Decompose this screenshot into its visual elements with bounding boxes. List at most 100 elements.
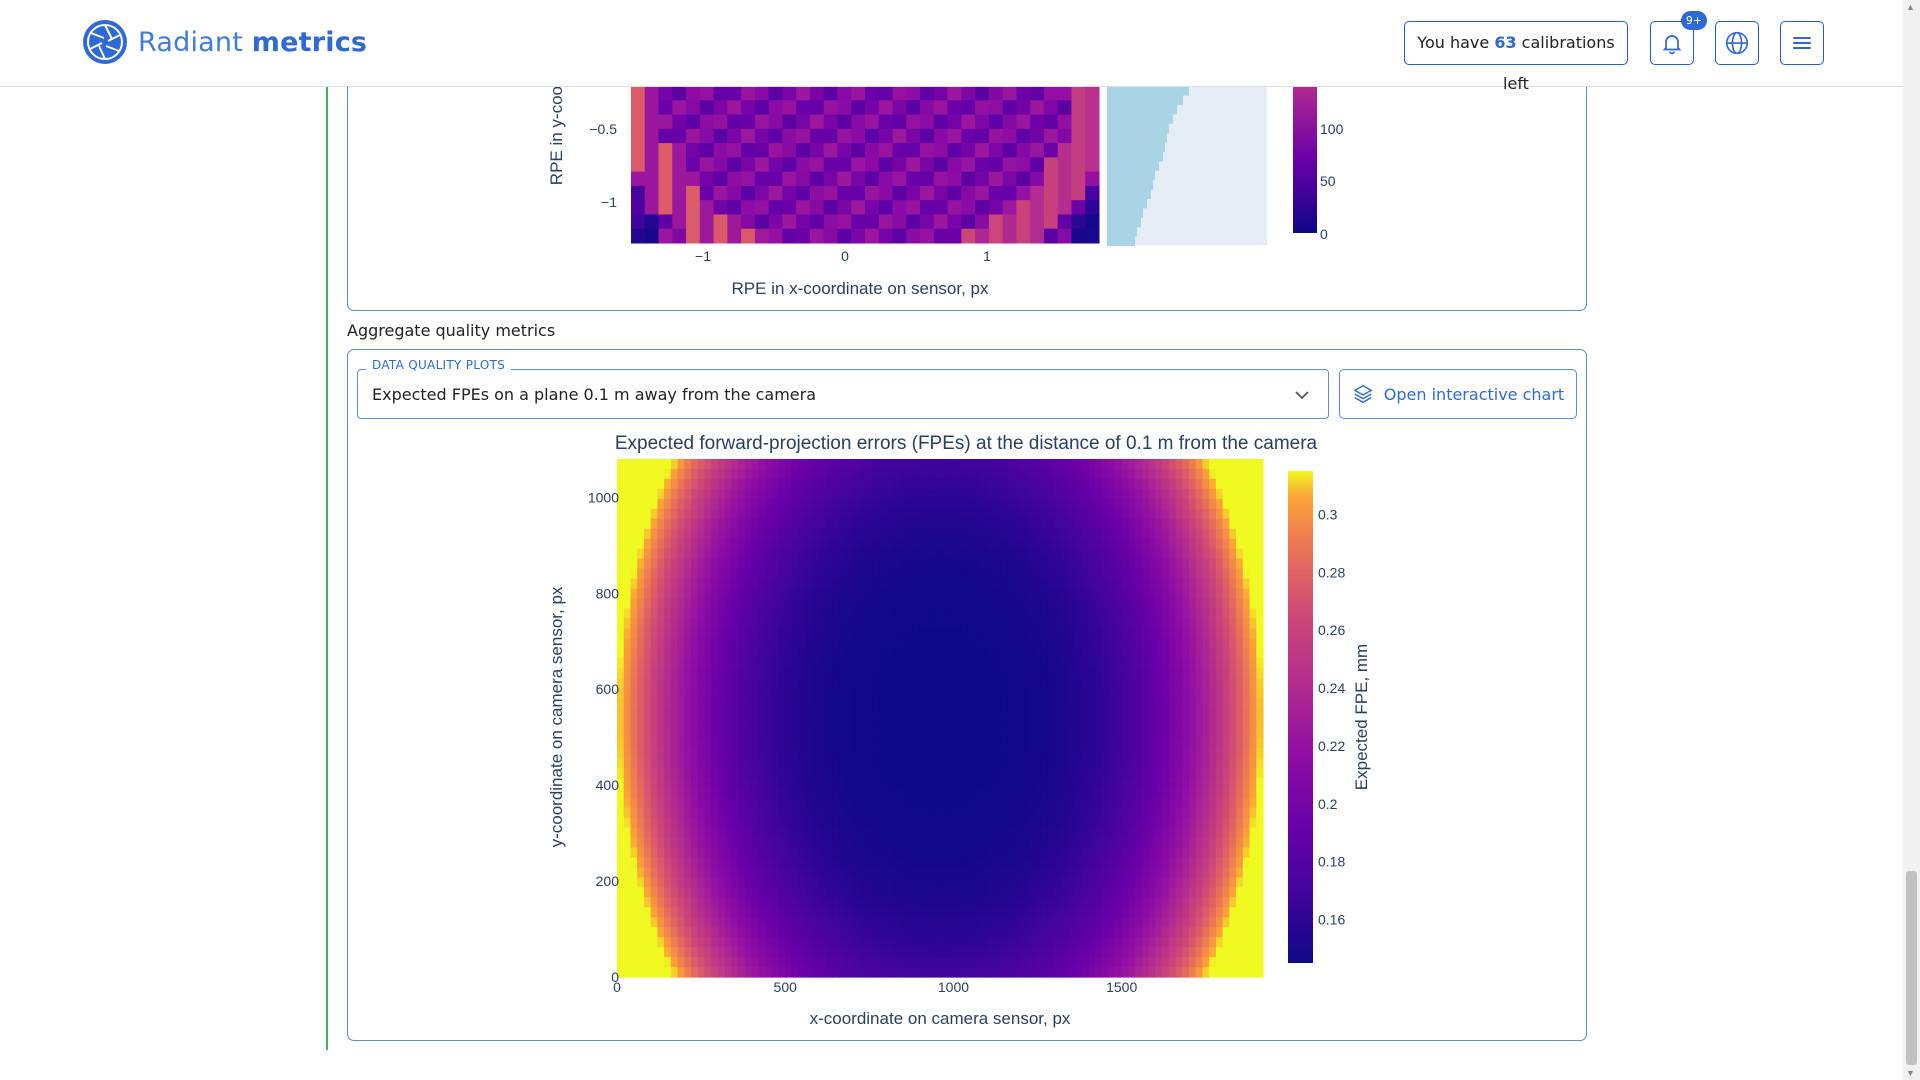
heatmap-cell (765, 757, 773, 769)
rpe-heatmap-cell (741, 114, 756, 130)
scroll-down-arrow-icon[interactable]: ▼ (1906, 1068, 1915, 1078)
rpe-heatmap-cell (961, 185, 976, 201)
heatmap-cell (704, 797, 712, 809)
heatmap-cell (785, 638, 793, 649)
heatmap-cell (1034, 727, 1042, 739)
heatmap-cell (1074, 767, 1082, 779)
heatmap-cell (1162, 648, 1170, 659)
heatmap-cell (765, 688, 773, 699)
heatmap-cell (1108, 777, 1116, 789)
heatmap-cell (1000, 937, 1008, 948)
heatmap-cell (1020, 708, 1029, 719)
heatmap-cell (1101, 718, 1109, 729)
heatmap-cell (818, 797, 827, 809)
heatmap-cell (1014, 937, 1022, 948)
heatmap-cell (1114, 588, 1123, 600)
data-quality-plot-select[interactable] (357, 369, 1329, 419)
calibrations-left-indicator[interactable]: You have 63 calibrations left (1404, 21, 1628, 93)
heatmap-cell (657, 807, 665, 819)
heatmap-cell (758, 877, 766, 888)
heatmap-cell (805, 887, 813, 898)
aperture-logo-icon[interactable] (82, 19, 128, 65)
heatmap-cell (1175, 767, 1183, 779)
heatmap-cell (1188, 817, 1197, 829)
heatmap-cell (1108, 927, 1116, 938)
heatmap-cell (1047, 558, 1055, 570)
heatmap-cell (1135, 807, 1143, 819)
heatmap-cell (1074, 817, 1082, 829)
heatmap-cell (946, 668, 955, 679)
rpe-heatmap-cell (975, 114, 990, 130)
heatmap-cell (980, 508, 988, 520)
heatmap-cell (1061, 688, 1069, 699)
heatmap-cell (1121, 618, 1130, 629)
heatmap-cell (1155, 558, 1163, 570)
heatmap-cell (892, 927, 901, 938)
heatmap-cell (771, 708, 780, 719)
heatmap-cell (1000, 767, 1008, 779)
rpe-heatmap-cell (809, 214, 825, 230)
scrollbar-thumb[interactable] (1906, 871, 1917, 1065)
heatmap-cell (724, 678, 732, 689)
heatmap-cell (980, 598, 988, 610)
heatmap-cell (771, 478, 780, 490)
heatmap-cell (852, 658, 860, 669)
heatmap-cell (643, 947, 652, 958)
heatmap-cell (751, 827, 759, 839)
heatmap-cell (1054, 658, 1062, 669)
heatmap-cell (1175, 867, 1183, 878)
heatmap-cell (886, 618, 894, 629)
heatmap-cell (677, 807, 685, 819)
heatmap-cell (879, 488, 887, 500)
heatmap-cell (1121, 817, 1130, 829)
heatmap-cell (664, 678, 672, 689)
heatmap-cell (1188, 777, 1197, 789)
brand-name[interactable]: Radiant metrics (138, 25, 367, 61)
heatmap-cell (1027, 887, 1035, 898)
heatmap-cell (1094, 937, 1103, 948)
heatmap-cell (933, 907, 941, 918)
heatmap-cell (1040, 837, 1049, 849)
heatmap-cell (852, 737, 860, 749)
heatmap-cell (1027, 927, 1035, 938)
heatmap-cell (1034, 658, 1042, 669)
language-button[interactable] (1715, 21, 1759, 65)
heatmap-cell (1014, 967, 1022, 978)
rpe-heatmap-cell (947, 114, 962, 130)
heatmap-cell (1027, 847, 1035, 859)
rpe-x-tick: 1 (983, 248, 991, 264)
heatmap-cell (1101, 468, 1109, 480)
page-scrollbar[interactable] (1903, 0, 1920, 1080)
heatmap-cell (717, 528, 726, 540)
heatmap-cell (940, 907, 948, 918)
heatmap-cell (778, 598, 786, 610)
heatmap-cell (966, 628, 975, 639)
heatmap-cell (1121, 628, 1130, 639)
heatmap-cell (785, 538, 793, 550)
heatmap-cell (913, 528, 921, 540)
heatmap-cell (812, 698, 820, 709)
heatmap-cell (1034, 957, 1042, 968)
heatmap-cell (623, 807, 632, 819)
chevron-down-icon[interactable] (1293, 386, 1311, 404)
heatmap-cell (1148, 967, 1156, 978)
heatmap-cell (704, 528, 712, 540)
heatmap-cell (1128, 498, 1136, 510)
heatmap-cell (1088, 618, 1096, 629)
heatmap-cell (623, 777, 632, 789)
heatmap-cell (1148, 518, 1156, 530)
heatmap-cell (1074, 727, 1082, 739)
heatmap-cell (805, 777, 813, 789)
heatmap-cell (677, 678, 685, 689)
heatmap-cell (913, 588, 921, 600)
open-interactive-chart-button[interactable]: Open interactive chart (1339, 369, 1577, 419)
heatmap-cell (966, 588, 975, 600)
heatmap-cell (684, 578, 692, 590)
heatmap-cell (1007, 787, 1015, 799)
heatmap-cell (637, 638, 645, 649)
heatmap-cell (852, 927, 860, 938)
scroll-up-arrow-icon[interactable]: ▲ (1906, 2, 1915, 12)
rpe-heatmap-cell (1085, 228, 1100, 244)
heatmap-cell (899, 797, 907, 809)
menu-button[interactable] (1780, 21, 1824, 65)
